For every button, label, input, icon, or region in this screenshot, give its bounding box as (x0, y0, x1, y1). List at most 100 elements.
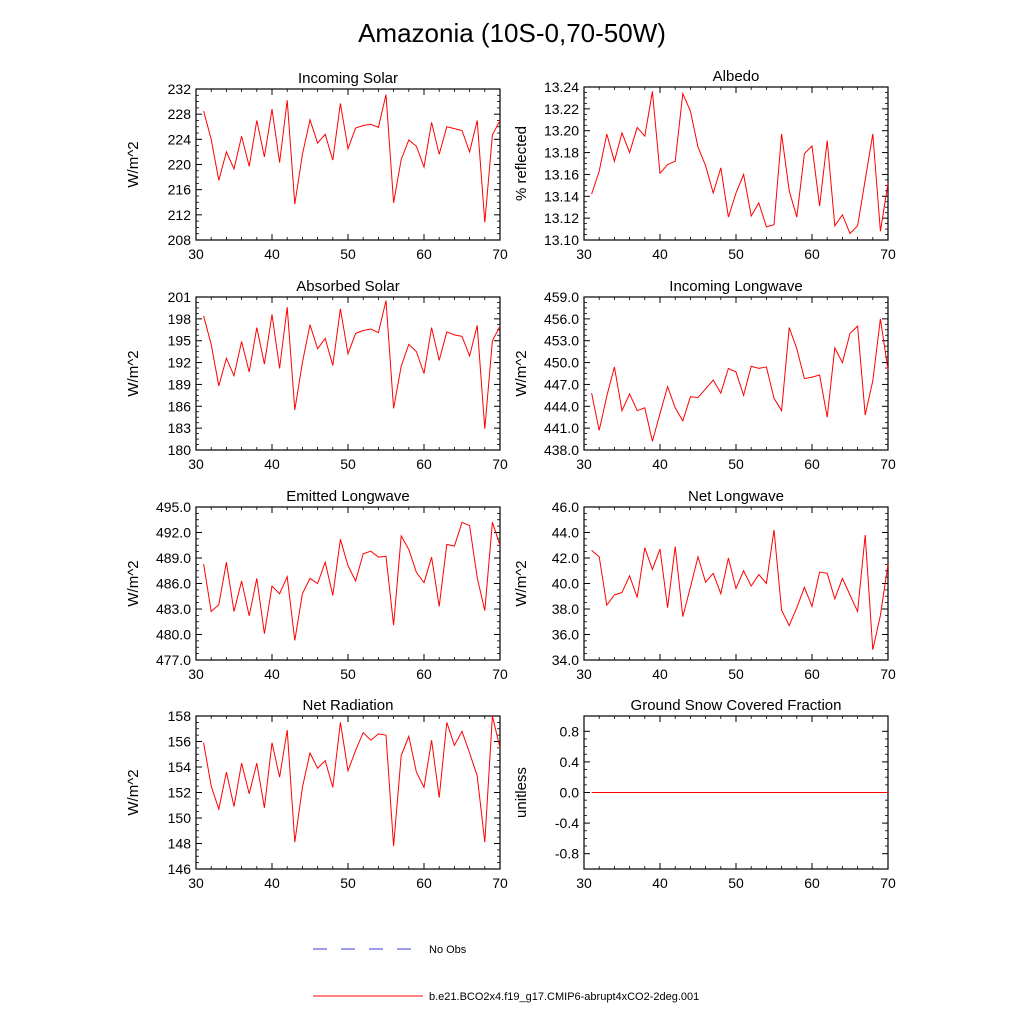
series-line (591, 318, 889, 442)
y-axis-title: W/m^2 (125, 769, 142, 815)
series-line (203, 521, 501, 641)
plot-frame (195, 506, 501, 661)
x-tick-label: 60 (416, 246, 432, 262)
y-tick-label: 150 (168, 810, 192, 826)
plot-frame (195, 715, 501, 870)
y-tick-label: 40.0 (552, 576, 579, 592)
panel-6: Net Longwave W/m^2 30 40 50 60 70 34.0 36.0 38.0 4… (513, 488, 896, 682)
panel-title: Absorbed Solar (296, 278, 399, 295)
x-tick-label: 60 (804, 246, 820, 262)
x-tick-label: 30 (188, 666, 204, 682)
y-tick-label: -0.4 (555, 815, 579, 831)
series-line (203, 94, 501, 223)
y-tick-label: 453.0 (544, 333, 579, 349)
panel-4: Incoming Longwave W/m^2 30 40 50 60 70 438.0 441… (513, 278, 896, 472)
y-tick-label: 34.0 (552, 652, 579, 668)
series-line (591, 91, 889, 235)
panel-title: Albedo (713, 68, 760, 85)
y-tick-label: 232 (168, 81, 192, 97)
y-tick-label: 146 (168, 861, 192, 877)
x-tick-label: 70 (492, 456, 508, 472)
y-axis-title: % reflected (513, 126, 530, 201)
x-tick-label: 60 (804, 666, 820, 682)
y-tick-label: 42.0 (552, 550, 579, 566)
y-tick-label: 216 (168, 182, 192, 198)
x-tick-label: 50 (340, 246, 356, 262)
y-tick-label: 189 (168, 376, 192, 392)
x-tick-label: 30 (576, 456, 592, 472)
y-tick-label: 228 (168, 106, 192, 122)
x-tick-label: 30 (576, 666, 592, 682)
x-tick-label: 50 (340, 875, 356, 891)
x-tick-label: 50 (728, 875, 744, 891)
x-tick-label: 40 (652, 875, 668, 891)
x-tick-label: 50 (340, 666, 356, 682)
x-tick-label: 70 (880, 666, 896, 682)
y-tick-label: 0.4 (560, 754, 580, 770)
panel-1: Incoming Solar W/m^2 30 40 50 60 70 208 212 216 22… (125, 70, 508, 262)
x-tick-label: 60 (416, 875, 432, 891)
x-tick-label: 70 (880, 456, 896, 472)
y-tick-label: 438.0 (544, 442, 579, 458)
x-tick-label: 60 (416, 456, 432, 472)
series-line (203, 715, 501, 847)
panel-3: Absorbed Solar W/m^2 30 40 50 60 70 180 183 186 18… (125, 278, 508, 472)
x-tick-label: 70 (492, 875, 508, 891)
plot-frame (583, 86, 889, 241)
y-axis-title: W/m^2 (513, 560, 530, 606)
x-tick-label: 50 (728, 246, 744, 262)
panel-7: Net Radiation W/m^2 30 40 50 60 70 146 148 150 152… (125, 697, 508, 891)
y-tick-label: 195 (168, 333, 192, 349)
panels: Incoming Solar W/m^2 30 40 50 60 70 208 212 216 22… (125, 68, 896, 891)
y-tick-label: 483.0 (156, 601, 191, 617)
x-tick-label: 30 (188, 246, 204, 262)
plot-frame (195, 296, 501, 451)
x-tick-label: 50 (340, 456, 356, 472)
x-tick-label: 40 (264, 666, 280, 682)
y-tick-label: 183 (168, 420, 192, 436)
x-tick-label: 40 (652, 666, 668, 682)
y-tick-label: 198 (168, 311, 192, 327)
panel-title: Net Longwave (688, 488, 784, 505)
y-tick-label: 13.24 (544, 79, 579, 95)
y-tick-label: 447.0 (544, 376, 579, 392)
x-tick-label: 50 (728, 666, 744, 682)
x-tick-label: 70 (492, 246, 508, 262)
y-tick-label: 495.0 (156, 499, 191, 515)
panel-8: Ground Snow Covered Fraction unitless 30 40… (513, 697, 896, 891)
y-tick-label: 192 (168, 355, 192, 371)
series-line (591, 529, 889, 650)
panel-title: Emitted Longwave (286, 488, 409, 505)
y-tick-label: 13.10 (544, 232, 579, 248)
y-tick-label: 0.8 (560, 723, 580, 739)
y-tick-label: 156 (168, 734, 192, 750)
y-tick-label: 13.22 (544, 101, 579, 117)
y-tick-label: 489.0 (156, 550, 191, 566)
y-tick-label: 459.0 (544, 289, 579, 305)
x-tick-label: 70 (492, 666, 508, 682)
x-tick-label: 40 (264, 875, 280, 891)
x-tick-label: 60 (416, 666, 432, 682)
y-tick-label: 154 (168, 759, 192, 775)
y-axis-title: W/m^2 (513, 350, 530, 396)
y-tick-label: 456.0 (544, 311, 579, 327)
y-tick-label: 38.0 (552, 601, 579, 617)
y-tick-label: 44.0 (552, 525, 579, 541)
y-tick-label: 186 (168, 398, 192, 414)
y-axis-title: W/m^2 (125, 141, 142, 187)
y-axis-title: W/m^2 (125, 350, 142, 396)
x-tick-label: 70 (880, 246, 896, 262)
x-tick-label: 30 (576, 246, 592, 262)
y-tick-label: 212 (168, 207, 192, 223)
y-tick-label: 201 (168, 289, 192, 305)
y-tick-label: 36.0 (552, 627, 579, 643)
y-tick-label: 13.16 (544, 166, 579, 182)
x-tick-label: 60 (804, 456, 820, 472)
x-tick-label: 30 (576, 875, 592, 891)
panel-5: Emitted Longwave W/m^2 30 40 50 60 70 477.0 480.… (125, 488, 508, 682)
y-tick-label: 444.0 (544, 398, 579, 414)
y-tick-label: 46.0 (552, 499, 579, 515)
y-tick-label: 477.0 (156, 652, 191, 668)
y-tick-label: 208 (168, 232, 192, 248)
